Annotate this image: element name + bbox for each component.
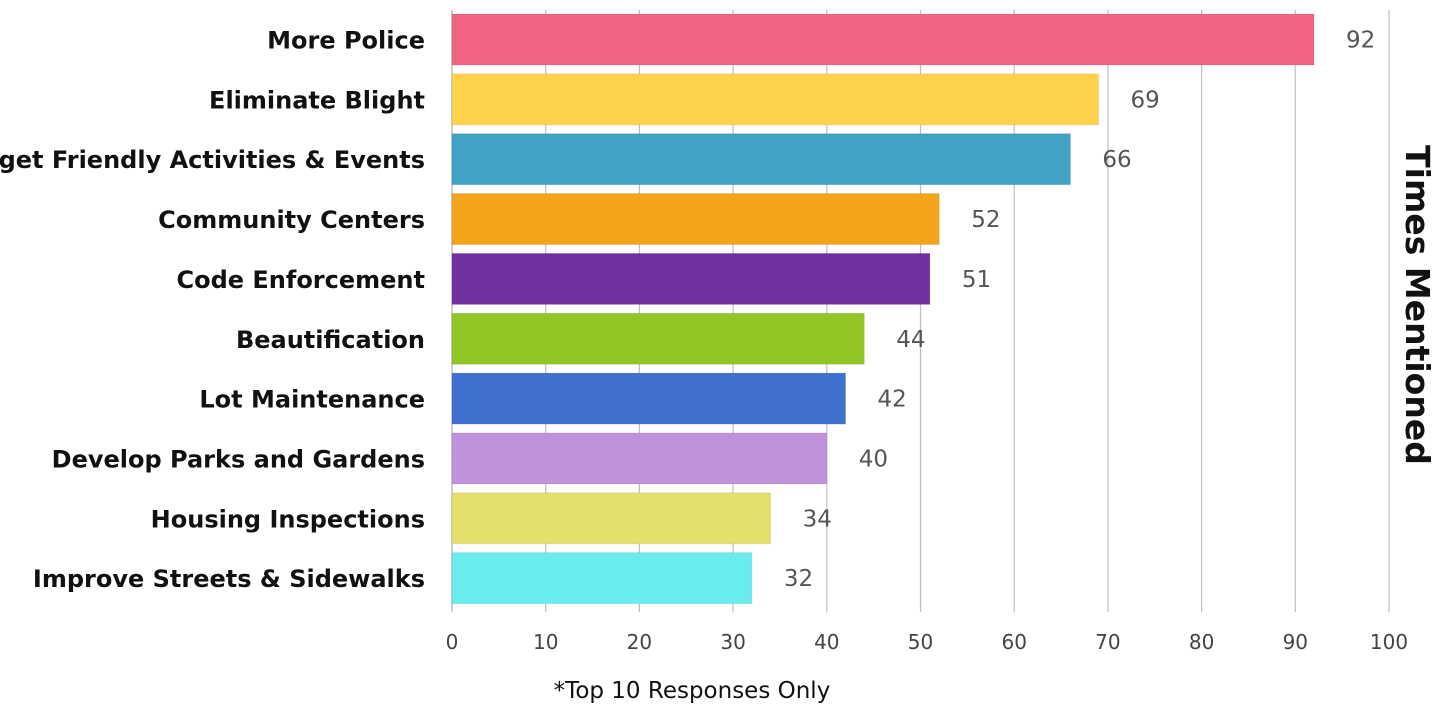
footnote: *Top 10 Responses Only — [553, 678, 831, 704]
data-label: 66 — [1102, 147, 1131, 173]
x-tick-label: 100 — [1370, 630, 1408, 654]
bar — [451, 432, 828, 485]
category-label: Budget Friendly Activities & Events — [0, 146, 425, 174]
x-tick-label: 10 — [533, 630, 558, 654]
data-label: 42 — [878, 387, 907, 413]
category-label: More Police — [267, 27, 425, 55]
data-label: 52 — [971, 207, 1000, 233]
x-tick-label: 90 — [1283, 630, 1308, 654]
axis-title: Times Mentioned — [1398, 145, 1437, 465]
bars — [451, 13, 1315, 605]
category-label: Eliminate Blight — [209, 86, 425, 114]
data-label: 40 — [859, 446, 888, 472]
category-label: Improve Streets & Sidewalks — [33, 565, 425, 593]
bar — [451, 13, 1315, 66]
category-labels: More Police Eliminate Blight Budget Friend… — [0, 27, 425, 594]
x-tick-label: 50 — [908, 630, 933, 654]
bar — [451, 252, 931, 305]
x-tick-label: 40 — [814, 630, 839, 654]
bar — [451, 552, 753, 605]
data-label: 51 — [962, 267, 991, 293]
category-label: Community Centers — [158, 206, 425, 234]
data-labels: 92 69 66 52 51 44 42 40 34 32 — [784, 28, 1375, 593]
x-tick-label: 30 — [720, 630, 745, 654]
bar — [451, 372, 847, 425]
category-label: Housing Inspections — [151, 505, 425, 533]
data-label: 69 — [1131, 87, 1160, 113]
x-tick-label: 20 — [627, 630, 652, 654]
bar — [451, 312, 865, 365]
x-tick-label: 60 — [1001, 630, 1026, 654]
bar — [451, 73, 1100, 126]
data-label: 34 — [803, 506, 832, 532]
x-tick-label: 0 — [446, 630, 459, 654]
data-label: 32 — [784, 566, 813, 592]
x-tick-labels: 0 10 20 30 40 50 60 70 80 90 100 — [446, 630, 1408, 654]
bar — [451, 492, 772, 545]
category-label: Lot Maintenance — [199, 386, 425, 414]
category-label: Beautification — [236, 326, 425, 354]
bar — [451, 133, 1071, 186]
data-label: 44 — [896, 327, 925, 353]
x-tick-label: 70 — [1095, 630, 1120, 654]
category-label: Develop Parks and Gardens — [52, 445, 425, 473]
bar — [451, 193, 940, 246]
x-tick-label: 80 — [1189, 630, 1214, 654]
data-label: 92 — [1346, 28, 1375, 54]
category-label: Code Enforcement — [176, 266, 425, 294]
